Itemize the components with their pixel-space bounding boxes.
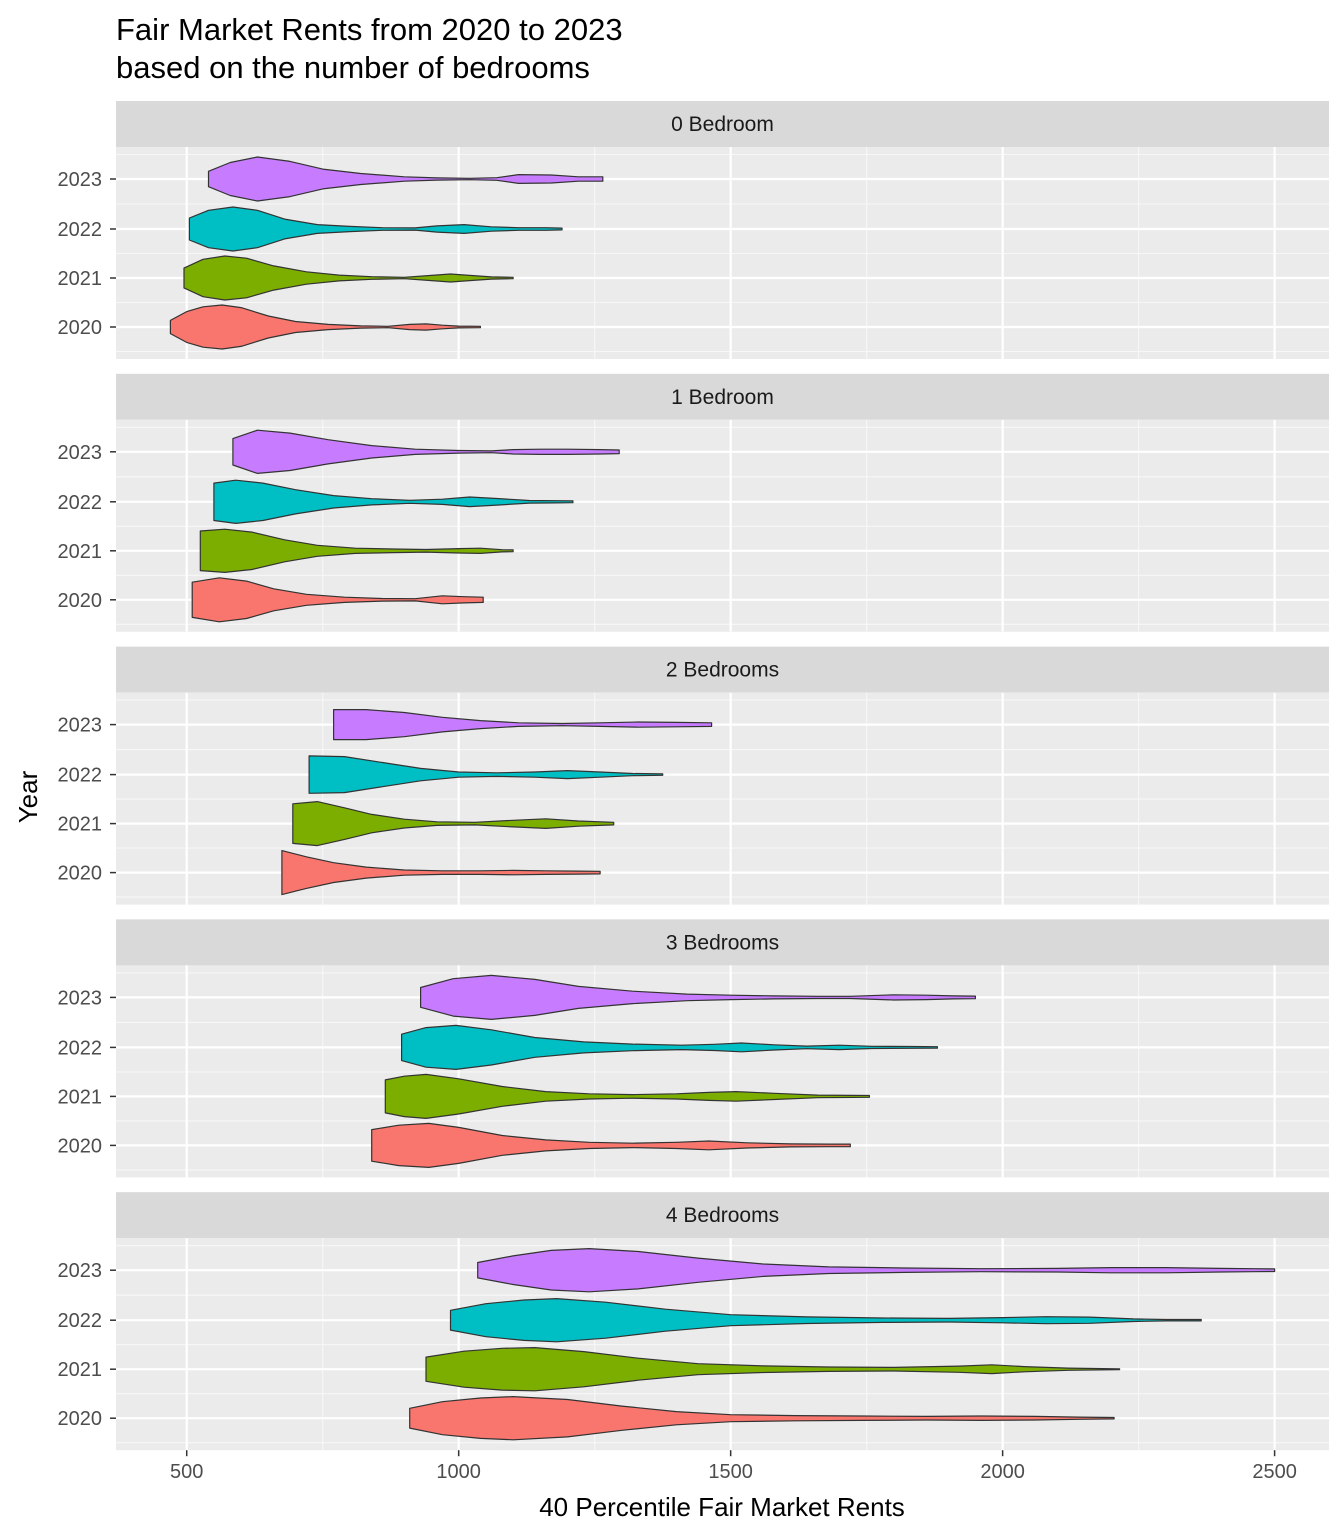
facet-4: 4 Bedrooms 2020 2021 2022 2023 — [58, 1192, 1329, 1451]
y-tick-label: 2023 — [58, 169, 103, 191]
violin-2021 — [199, 528, 514, 573]
violin-2023 — [333, 709, 713, 741]
y-tick-label: 2022 — [58, 1310, 103, 1332]
y-tick-label: 2022 — [58, 492, 103, 514]
chart-title-line-2: based on the number of bedrooms — [116, 50, 590, 85]
facet-strip — [116, 919, 1329, 966]
y-tick-label: 2022 — [58, 219, 103, 241]
y-tick-label: 2021 — [58, 1359, 103, 1381]
x-tick-label: 2000 — [980, 1461, 1025, 1483]
x-tick-label: 2500 — [1252, 1461, 1297, 1483]
y-tick-label: 2020 — [58, 590, 103, 612]
y-tick-label: 2021 — [58, 814, 103, 836]
violin-2021 — [384, 1073, 870, 1119]
y-tick-label: 2023 — [58, 1260, 103, 1282]
y-tick-label: 2021 — [58, 268, 103, 290]
violin-2022 — [401, 1024, 938, 1070]
violin-2020 — [371, 1122, 851, 1168]
y-tick-label: 2020 — [58, 1408, 103, 1430]
violin-2023 — [477, 1248, 1276, 1293]
facet-1: 1 Bedroom 2020 2021 2022 2023 — [58, 373, 1329, 632]
x-tick-label: 500 — [170, 1461, 203, 1483]
violin-2022 — [449, 1298, 1202, 1343]
violin-2023 — [420, 974, 976, 1020]
facet-strip-label: 4 Bedrooms — [666, 1204, 779, 1227]
facet-strip — [116, 101, 1329, 147]
violin-2020 — [409, 1396, 1115, 1441]
violin-2023 — [207, 156, 604, 202]
y-tick-label: 2020 — [58, 863, 103, 885]
y-axis-title: Year — [13, 770, 43, 823]
violin-2023 — [232, 429, 620, 474]
x-axis: 500 1000 1500 2000 2500 — [170, 1450, 1297, 1483]
y-tick-label: 2022 — [58, 765, 103, 787]
violin-2022 — [308, 755, 664, 794]
facet-2: 2 Bedrooms 2020 2021 2022 2023 — [58, 646, 1329, 905]
y-tick-label: 2021 — [58, 541, 103, 563]
facet-strip-label: 0 Bedroom — [671, 113, 774, 136]
facet-strip — [116, 646, 1329, 693]
facet-3: 3 Bedrooms 2020 2021 2022 2023 — [58, 919, 1329, 1178]
violin-2021 — [292, 801, 615, 847]
y-tick-label: 2020 — [58, 317, 103, 339]
chart-title-line-1: Fair Market Rents from 2020 to 2023 — [116, 12, 623, 47]
facet-0: 0 Bedroom 2020 2021 2022 2023 — [58, 101, 1329, 359]
violin-2022 — [188, 206, 563, 252]
y-tick-label: 2020 — [58, 1135, 103, 1157]
y-tick-label: 2023 — [58, 442, 103, 464]
y-tick-label: 2021 — [58, 1086, 103, 1108]
facet-panels: 0 Bedroom 2020 2021 2022 2023 1 Bedroom 2020 20… — [58, 101, 1329, 1451]
violin-2020 — [281, 850, 601, 896]
y-tick-label: 2023 — [58, 987, 103, 1009]
facet-strip — [116, 373, 1329, 420]
y-tick-label: 2023 — [58, 715, 103, 737]
x-axis-title: 40 Percentile Fair Market Rents — [539, 1492, 905, 1522]
x-tick-label: 1000 — [436, 1461, 481, 1483]
violin-2020 — [191, 577, 484, 623]
violin-2021 — [425, 1347, 1121, 1392]
facet-strip-label: 3 Bedrooms — [666, 931, 779, 954]
facet-strip-label: 1 Bedroom — [671, 386, 774, 409]
facet-strip — [116, 1192, 1329, 1239]
violin-2020 — [169, 304, 481, 350]
x-tick-label: 1500 — [708, 1461, 753, 1483]
violin-2021 — [183, 255, 514, 301]
y-tick-label: 2022 — [58, 1037, 103, 1059]
violin-2022 — [213, 479, 574, 524]
facet-strip-label: 2 Bedrooms — [666, 659, 779, 682]
